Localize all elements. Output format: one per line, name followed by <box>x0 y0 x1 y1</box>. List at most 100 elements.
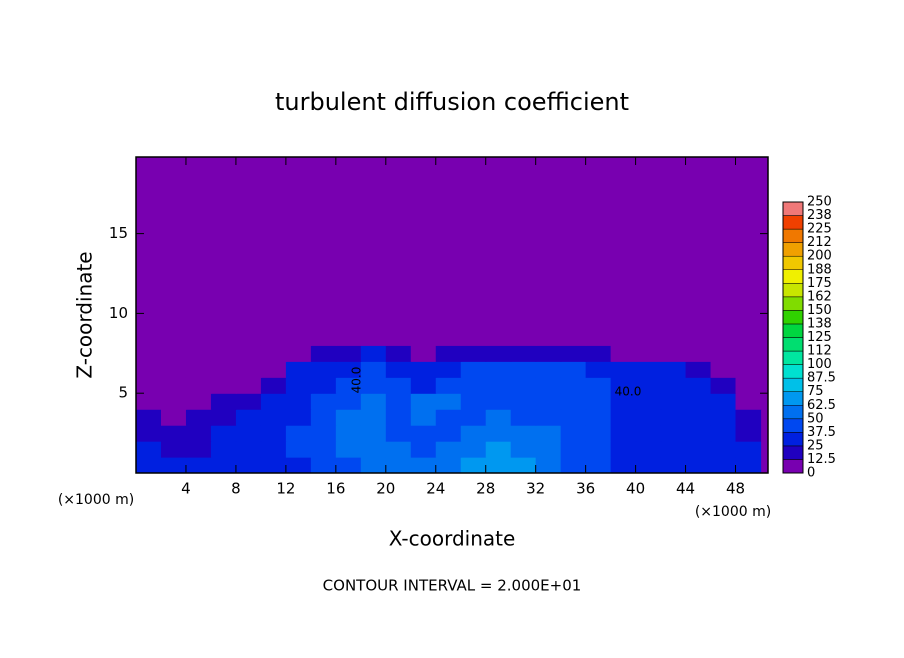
field-cell <box>160 393 187 410</box>
field-cell <box>160 361 187 378</box>
field-cell <box>185 345 212 362</box>
field-cell <box>185 457 212 473</box>
field-cell <box>410 345 437 362</box>
colorbar-label: 212 <box>807 235 832 250</box>
colorbar-band <box>782 296 804 311</box>
x-tick-label: 28 <box>476 480 495 498</box>
field-cell <box>435 425 462 442</box>
field-cell <box>635 441 662 458</box>
field-cell <box>685 329 712 346</box>
field-cell <box>360 441 387 458</box>
colorbar-band <box>782 228 804 243</box>
field-cell <box>410 409 437 426</box>
x-axis-label: X-coordinate <box>389 527 516 551</box>
colorbar-label: 87.5 <box>807 371 836 386</box>
field-cell <box>585 345 612 362</box>
field-cell <box>210 409 237 426</box>
field-cell <box>610 409 637 426</box>
colorbar-band <box>782 459 804 474</box>
field-cell <box>660 361 687 378</box>
field-cell <box>285 329 312 346</box>
field-cell <box>360 393 387 410</box>
field-cell <box>710 393 737 410</box>
field-cell <box>685 409 712 426</box>
x-tick-label: 40 <box>626 480 645 498</box>
field-cell <box>210 457 237 473</box>
field-cell <box>535 377 562 394</box>
colorbar-label: 238 <box>807 208 832 223</box>
field-cell <box>285 409 312 426</box>
colorbar-band <box>782 391 804 406</box>
field-cell <box>410 457 437 473</box>
field-cell <box>535 361 562 378</box>
field-cell <box>460 329 487 346</box>
field-cell <box>585 377 612 394</box>
field-cell <box>685 441 712 458</box>
field-cell <box>560 393 587 410</box>
y-tick-label: 5 <box>118 384 128 402</box>
field-cell <box>535 345 562 362</box>
colorbar-band <box>782 242 804 257</box>
field-cell <box>710 441 737 458</box>
field-cell <box>285 441 312 458</box>
field-cell <box>635 361 662 378</box>
colorbar-band <box>782 337 804 352</box>
field-cell <box>136 409 162 426</box>
field-cell <box>685 361 712 378</box>
field-cell <box>285 457 312 473</box>
x-tick-label: 24 <box>426 480 445 498</box>
field-cell <box>710 377 737 394</box>
field-cell <box>710 425 737 442</box>
colorbar-band <box>782 364 804 379</box>
field-cell <box>660 393 687 410</box>
field-cell <box>660 409 687 426</box>
x-tick-label: 16 <box>326 480 345 498</box>
field-cell <box>360 361 387 378</box>
field-cell <box>310 377 337 394</box>
field-cell <box>460 425 487 442</box>
colorbar-band <box>782 283 804 298</box>
field-cell <box>735 425 762 442</box>
colorbar-label: 225 <box>807 222 832 237</box>
field-cell <box>435 377 462 394</box>
field-cell <box>310 441 337 458</box>
colorbar-label: 188 <box>807 262 832 277</box>
field-cell <box>360 329 387 346</box>
field-cell <box>335 329 362 346</box>
colorbar-band <box>782 323 804 338</box>
field-cell <box>510 361 537 378</box>
colorbar-band <box>782 377 804 392</box>
field-cell <box>335 457 362 473</box>
x-tick-label: 48 <box>726 480 745 498</box>
y-tick-label: 15 <box>109 224 128 242</box>
field-cell <box>610 361 637 378</box>
field-cell <box>235 361 262 378</box>
field-cell <box>260 441 287 458</box>
field-cell <box>235 425 262 442</box>
x-tick-label: 8 <box>231 480 241 498</box>
plot-frame <box>135 156 769 474</box>
field-cell <box>235 377 262 394</box>
field-cell <box>635 393 662 410</box>
x-unit: (×1000 m) <box>695 504 771 520</box>
field-cell <box>635 329 662 346</box>
field-cell <box>610 425 637 442</box>
field-cell <box>535 393 562 410</box>
field-cell <box>660 329 687 346</box>
field-cell <box>260 393 287 410</box>
field-cell <box>360 457 387 473</box>
colorbar-label: 50 <box>807 411 824 426</box>
field-cell <box>435 345 462 362</box>
field-cell <box>685 457 712 473</box>
field-cell <box>510 345 537 362</box>
field-cell <box>585 361 612 378</box>
colorbar-band <box>782 405 804 420</box>
field-cell <box>610 345 637 362</box>
field-cell <box>560 377 587 394</box>
field-cell <box>485 457 512 473</box>
field-cell <box>410 441 437 458</box>
field-cell <box>185 393 212 410</box>
y-tick-label: 10 <box>109 304 128 322</box>
field-cell <box>485 329 512 346</box>
